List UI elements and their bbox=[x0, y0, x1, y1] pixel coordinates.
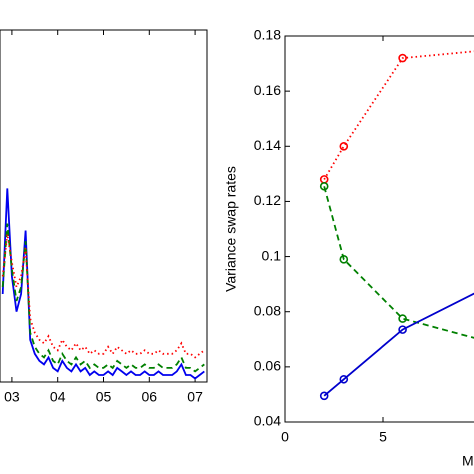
x-tick-label: 05 bbox=[96, 389, 112, 405]
axes-box bbox=[284, 35, 474, 423]
y-tick-label: 0.14 bbox=[254, 137, 281, 153]
series-line bbox=[323, 292, 474, 397]
series-line bbox=[1, 188, 205, 380]
point-marker bbox=[319, 181, 329, 191]
series-line bbox=[1, 234, 205, 359]
plot-area bbox=[1, 188, 205, 380]
series-line bbox=[323, 50, 474, 180]
x-axis-label: M bbox=[462, 453, 474, 469]
y-tick-label: 0.06 bbox=[254, 358, 281, 374]
y-axis-label: Variance swap rates bbox=[223, 166, 239, 292]
y-tick-label: 0.12 bbox=[254, 192, 281, 208]
x-tick-label: 04 bbox=[50, 389, 66, 405]
y-tick-label: 0.08 bbox=[254, 302, 281, 318]
x-tick-label: 5 bbox=[379, 429, 387, 445]
x-tick-label: 0 bbox=[281, 429, 289, 445]
y-tick-label: 0.18 bbox=[254, 27, 281, 43]
series-line bbox=[1, 223, 205, 373]
point-marker bbox=[398, 314, 407, 323]
x-tick-label: 06 bbox=[142, 389, 158, 405]
point-marker bbox=[339, 374, 349, 384]
point-marker bbox=[398, 53, 407, 63]
y-tick-label: 0.04 bbox=[254, 413, 281, 429]
y-tick-label: 0.16 bbox=[254, 82, 281, 98]
plot-area bbox=[319, 50, 474, 401]
y-tick-label: 0.1 bbox=[262, 247, 282, 263]
series-line bbox=[323, 186, 474, 339]
point-marker bbox=[339, 141, 349, 151]
x-tick-label: 07 bbox=[187, 389, 203, 405]
point-marker bbox=[319, 391, 329, 401]
point-marker bbox=[339, 255, 349, 264]
axes-box bbox=[0, 29, 208, 383]
x-tick-label: 03 bbox=[4, 389, 20, 405]
point-marker bbox=[398, 325, 407, 334]
